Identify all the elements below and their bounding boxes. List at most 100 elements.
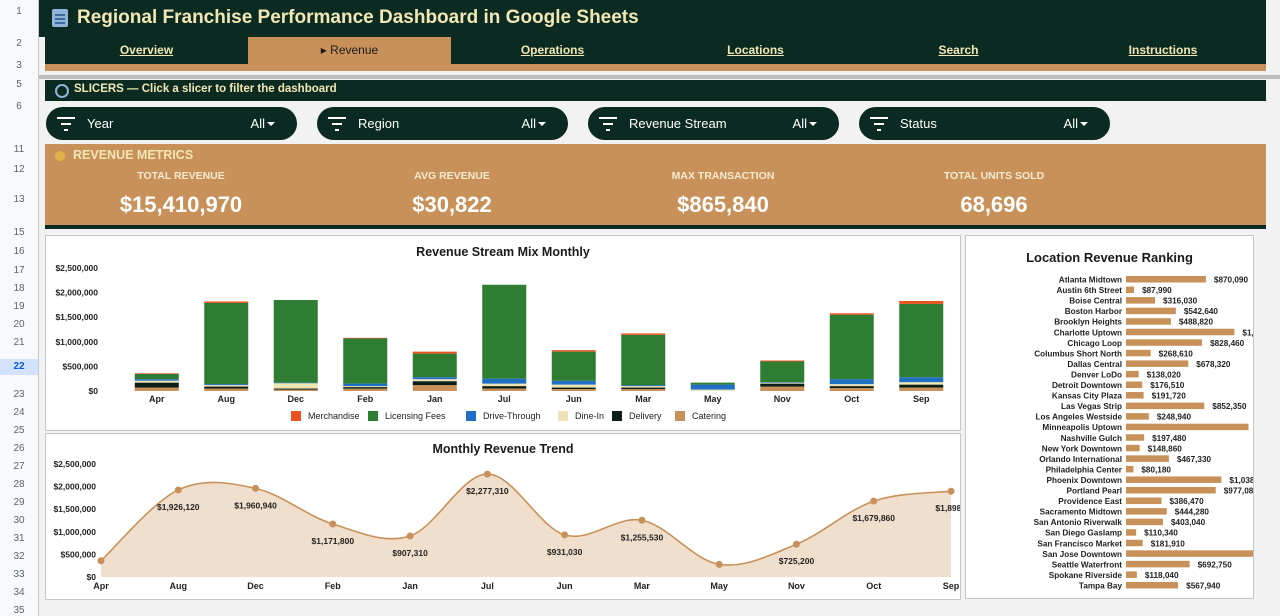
row-number[interactable]: 13: [13, 194, 25, 205]
location-bar: [1126, 476, 1222, 483]
row-number[interactable]: 34: [13, 587, 25, 598]
location-ranking-chart[interactable]: Location Revenue Ranking Atlanta Midtown…: [965, 235, 1254, 599]
row-number[interactable]: 32: [13, 551, 25, 562]
location-bar: [1126, 444, 1140, 452]
bar-segment: [621, 333, 666, 335]
bar-segment: [899, 384, 944, 388]
building-icon: [52, 9, 68, 27]
row-number[interactable]: 18: [13, 283, 25, 294]
caret-down-icon: [538, 122, 546, 126]
slicer-label: Year: [87, 116, 114, 131]
area-chart[interactable]: Monthly Revenue Trend $0 $500,000 $1,000,0…: [45, 433, 961, 600]
tab-locations[interactable]: Locations: [727, 43, 784, 57]
location-bar: [1126, 392, 1144, 399]
location-bar: [1126, 402, 1205, 410]
stacked-bar-chart[interactable]: Revenue Stream Mix Monthly $0 $500,000 $1,…: [45, 235, 961, 431]
location-value: $87,990: [1142, 286, 1172, 295]
bar-segment: [482, 383, 527, 387]
data-label: $725,200: [779, 556, 815, 566]
row-number[interactable]: 33: [13, 569, 25, 580]
row-number[interactable]: 27: [13, 461, 25, 472]
data-point: [483, 470, 491, 478]
row-number[interactable]: 30: [13, 515, 25, 526]
slicer-label: Revenue Stream: [629, 116, 727, 131]
row-number[interactable]: 6: [16, 101, 22, 112]
row-number[interactable]: 5: [16, 79, 22, 90]
slicer-revenue-stream[interactable]: Revenue Stream All: [588, 107, 839, 140]
bar-segment: [760, 382, 805, 384]
x-tick-label: Jul: [481, 581, 494, 591]
location-bar: [1126, 318, 1171, 325]
row-number[interactable]: 3: [16, 60, 22, 71]
row-number[interactable]: 29: [13, 497, 25, 508]
row-number[interactable]: 21: [13, 337, 25, 348]
row-number[interactable]: 28: [13, 479, 25, 490]
y-tick-label: $2,500,000: [55, 263, 98, 273]
y-tick-label: $1,000,000: [55, 337, 98, 347]
location-label: Detroit Downtown: [1052, 381, 1122, 390]
data-point: [174, 486, 182, 494]
sheet-canvas: Regional Franchise Performance Dashboard…: [39, 0, 1280, 616]
location-label: New York Downtown: [1042, 444, 1122, 453]
y-tick-label: $500,000: [63, 361, 99, 371]
location-value: $828,460: [1210, 339, 1245, 348]
bar-segment: [134, 379, 179, 381]
x-tick-label: Jan: [402, 581, 418, 591]
x-tick-label: Mar: [635, 394, 652, 404]
location-bar: [1126, 370, 1139, 378]
location-label: San Diego Gaslamp: [1045, 529, 1122, 538]
row-number[interactable]: 25: [13, 425, 25, 436]
slicer-year[interactable]: Year All: [46, 107, 297, 140]
row-number[interactable]: 20: [13, 319, 25, 330]
legend-label: Delivery: [629, 411, 662, 421]
revenue-metrics-panel: REVENUE METRICS TOTAL REVENUE $15,410,97…: [45, 144, 1266, 225]
tab-overview[interactable]: Overview: [119, 43, 174, 57]
x-tick-label: Apr: [149, 394, 165, 404]
row-number[interactable]: 15: [13, 227, 25, 238]
row-number[interactable]: 31: [13, 533, 25, 544]
metric-value-total-units: 68,696: [960, 192, 1028, 217]
location-bar: [1126, 497, 1162, 505]
row-number[interactable]: 22: [0, 359, 38, 375]
row-number[interactable]: 19: [13, 301, 25, 312]
location-label: Denver LoDo: [1071, 370, 1122, 379]
area-svg: $0 $500,000 $1,000,000 $1,500,000 $2,000,000…: [53, 459, 960, 591]
tab-search[interactable]: Search: [938, 43, 979, 57]
location-value: $248,940: [1157, 413, 1192, 422]
legend-label: Dine-In: [575, 411, 604, 421]
legend-label: Licensing Fees: [385, 411, 446, 421]
row-number[interactable]: 16: [13, 246, 25, 257]
location-label: Boise Central: [1069, 297, 1122, 306]
row-number[interactable]: 35: [13, 605, 25, 616]
row-number[interactable]: 26: [13, 443, 25, 454]
row-number[interactable]: 17: [13, 265, 25, 276]
frozen-row-divider: [39, 75, 1280, 79]
data-point: [252, 484, 260, 492]
tab-revenue[interactable]: ▸ Revenue: [248, 37, 451, 64]
row-number[interactable]: 23: [13, 389, 25, 400]
filter-icon: [57, 117, 75, 131]
slicer-region[interactable]: Region All: [317, 107, 568, 140]
row-number[interactable]: 12: [13, 164, 25, 175]
tab-operations[interactable]: Operations: [520, 43, 585, 57]
bar-segment: [551, 350, 596, 352]
data-point: [561, 531, 569, 539]
bar-segment: [273, 389, 318, 391]
bar-segment: [204, 388, 249, 391]
data-point: [638, 516, 646, 524]
data-label: $2,277,310: [466, 486, 509, 496]
row-number[interactable]: 1: [16, 6, 22, 17]
bar-segment: [204, 385, 249, 387]
filter-icon: [870, 117, 888, 131]
row-number[interactable]: 11: [13, 144, 25, 155]
location-value: $542,640: [1184, 307, 1219, 316]
row-number[interactable]: 2: [16, 38, 22, 49]
slicer-status[interactable]: Status All: [859, 107, 1110, 140]
row-number[interactable]: 24: [13, 407, 25, 418]
y-tick-label: $1,500,000: [53, 504, 96, 514]
location-label: Austin 6th Street: [1056, 286, 1122, 295]
tab-instructions[interactable]: Instructions: [1128, 43, 1198, 57]
metric-value-total-revenue: $15,410,970: [119, 192, 243, 217]
x-tick-label: Jan: [427, 394, 443, 404]
caret-down-icon: [809, 122, 817, 126]
